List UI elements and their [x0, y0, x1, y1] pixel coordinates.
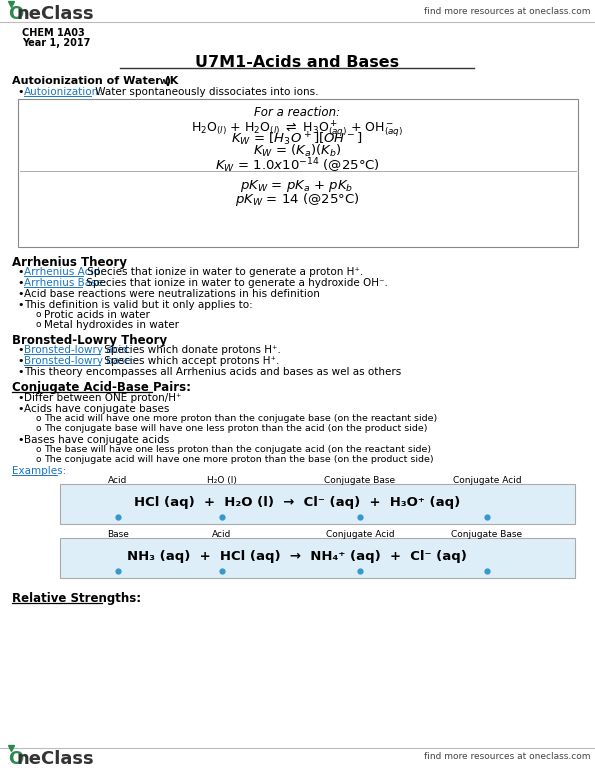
Text: •: • [17, 278, 23, 288]
Text: Differ between ONE proton/H⁺: Differ between ONE proton/H⁺ [24, 393, 181, 403]
Text: NH₃ (aq)  +  HCl (aq)  →  NH₄⁺ (aq)  +  Cl⁻ (aq): NH₃ (aq) + HCl (aq) → NH₄⁺ (aq) + Cl⁻ (a… [127, 550, 467, 563]
Text: Bronsted-Lowry Theory: Bronsted-Lowry Theory [12, 334, 167, 347]
Text: Examples:: Examples: [12, 466, 66, 476]
Text: •: • [17, 404, 23, 414]
Text: $\it{pK_W}$ = $\it{pK_a}$ + $\it{pK_b}$: $\it{pK_W}$ = $\it{pK_a}$ + $\it{pK_b}$ [240, 178, 353, 194]
Text: For a reaction:: For a reaction: [254, 106, 340, 119]
Text: Autoionization of Water (K: Autoionization of Water (K [12, 76, 178, 86]
Text: U7M1-Acids and Bases: U7M1-Acids and Bases [195, 55, 399, 70]
Text: $\it{K_W}$ = $\it{[H_3O^+][OH^-]}$: $\it{K_W}$ = $\it{[H_3O^+][OH^-]}$ [231, 131, 363, 149]
Text: Year 1, 2017: Year 1, 2017 [22, 38, 90, 48]
Bar [60, 538, 575, 578]
Text: Acid base reactions were neutralizations in his definition: Acid base reactions were neutralizations… [24, 289, 320, 299]
Bar [60, 484, 575, 524]
Text: •: • [17, 435, 23, 445]
Text: Base: Base [107, 530, 129, 539]
Text: HCl (aq)  +  H₂O (l)  →  Cl⁻ (aq)  +  H₃O⁺ (aq): HCl (aq) + H₂O (l) → Cl⁻ (aq) + H₃O⁺ (aq… [134, 496, 460, 509]
Text: Species that ionize in water to generate a hydroxide OH⁻.: Species that ionize in water to generate… [83, 278, 388, 288]
Text: $\it{K_W}$ = $\it{(K_a)(K_b)}$: $\it{K_W}$ = $\it{(K_a)(K_b)}$ [252, 143, 342, 159]
Text: •: • [17, 289, 23, 299]
Text: Conjugate Acid: Conjugate Acid [453, 476, 521, 485]
Text: Bases have conjugate acids: Bases have conjugate acids [24, 435, 169, 445]
Text: Arrhenius Acid:: Arrhenius Acid: [24, 267, 104, 277]
Text: •: • [17, 87, 23, 97]
Text: O: O [8, 5, 23, 23]
Text: The conjugate acid will have one more proton than the base (on the product side): The conjugate acid will have one more pr… [44, 455, 434, 464]
Text: H₂O (l): H₂O (l) [207, 476, 237, 485]
Text: •: • [17, 300, 23, 310]
Text: The acid will have one more proton than the conjugate base (on the reactant side: The acid will have one more proton than … [44, 414, 437, 423]
Text: find more resources at oneclass.com: find more resources at oneclass.com [424, 7, 590, 16]
Text: •: • [17, 356, 23, 366]
Text: neClass: neClass [17, 5, 95, 23]
Text: o: o [36, 445, 42, 454]
Text: $\it{K_W}$ = 1.0$\it{x}$10$^{-14}$ (@25°C): $\it{K_W}$ = 1.0$\it{x}$10$^{-14}$ (@25°… [215, 156, 380, 175]
Text: This theory encompasses all Arrhenius acids and bases as wel as others: This theory encompasses all Arrhenius ac… [24, 367, 401, 377]
Text: Bronsted-lowry base:: Bronsted-lowry base: [24, 356, 134, 366]
Text: •: • [17, 345, 23, 355]
Text: Species that ionize in water to generate a proton H⁺.: Species that ionize in water to generate… [84, 267, 364, 277]
Text: Conjugate Acid: Conjugate Acid [325, 530, 394, 539]
Text: Bronsted-lowry acid:: Bronsted-lowry acid: [24, 345, 131, 355]
Text: Protic acids in water: Protic acids in water [44, 310, 150, 320]
Text: o: o [36, 320, 42, 329]
Text: Species which accept protons H⁺.: Species which accept protons H⁺. [101, 356, 280, 366]
Text: Relative Strengths:: Relative Strengths: [12, 592, 141, 605]
Text: find more resources at oneclass.com: find more resources at oneclass.com [424, 752, 590, 761]
Text: neClass: neClass [17, 750, 95, 768]
Text: The base will have one less proton than the conjugate acid (on the reactant side: The base will have one less proton than … [44, 445, 431, 454]
Text: CHEM 1A03: CHEM 1A03 [22, 28, 84, 38]
Text: Autoionization:: Autoionization: [24, 87, 103, 97]
Text: Water spontaneously dissociates into ions.: Water spontaneously dissociates into ion… [92, 87, 318, 97]
Bar [18, 99, 578, 247]
Text: •: • [17, 393, 23, 403]
Text: w: w [160, 77, 168, 86]
Text: The conjugate base will have one less proton than the acid (on the product side): The conjugate base will have one less pr… [44, 424, 427, 433]
Text: Arrhenius Base:: Arrhenius Base: [24, 278, 107, 288]
Text: Acids have conjugate bases: Acids have conjugate bases [24, 404, 170, 414]
Text: H$_2$O$_{(l)}$ + H$_2$O$_{(l)}$ $\rightleftharpoons$ H$_3$O$^+_{(aq)}$ + OH$^-_{: H$_2$O$_{(l)}$ + H$_2$O$_{(l)}$ $\rightl… [191, 118, 403, 139]
Text: O: O [8, 750, 23, 768]
Text: o: o [36, 455, 42, 464]
Text: o: o [36, 310, 42, 319]
Text: Conjugate Base: Conjugate Base [324, 476, 396, 485]
Text: Conjugate Base: Conjugate Base [452, 530, 522, 539]
Text: Species which donate protons H⁺.: Species which donate protons H⁺. [101, 345, 281, 355]
Text: Acid: Acid [108, 476, 128, 485]
Text: ): ) [165, 76, 170, 86]
Text: •: • [17, 267, 23, 277]
Text: o: o [36, 424, 42, 433]
Text: Arrhenius Theory: Arrhenius Theory [12, 256, 127, 269]
Text: •: • [17, 367, 23, 377]
Text: Acid: Acid [212, 530, 231, 539]
Text: This definition is valid but it only applies to:: This definition is valid but it only app… [24, 300, 253, 310]
Text: Conjugate Acid-Base Pairs:: Conjugate Acid-Base Pairs: [12, 381, 191, 394]
Text: $\it{pK_W}$ = 14 (@25°C): $\it{pK_W}$ = 14 (@25°C) [235, 191, 359, 208]
Text: Metal hydroxides in water: Metal hydroxides in water [44, 320, 179, 330]
Text: o: o [36, 414, 42, 423]
